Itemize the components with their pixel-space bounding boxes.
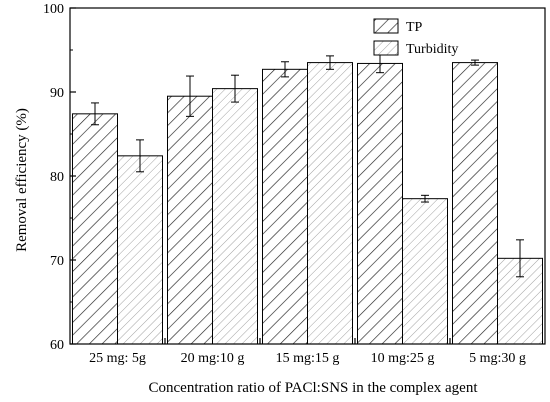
legend-label-tp: TP bbox=[406, 20, 423, 35]
bar-tp bbox=[452, 62, 498, 345]
x-tick-label: 25 mg: 5g bbox=[89, 351, 146, 366]
legend: TP Turbidity bbox=[373, 18, 458, 57]
bars-layer bbox=[72, 53, 543, 345]
legend-label-turbidity: Turbidity bbox=[406, 42, 458, 57]
axes-layer: 60 70 80 90 100 25 mg: 5g 20 mg:10 g 15 mg:15 g… bbox=[43, 2, 526, 366]
x-tick-label: 5 mg:30 g bbox=[469, 351, 526, 366]
bar-turbidity bbox=[307, 62, 353, 345]
y-tick-label: 80 bbox=[50, 170, 64, 185]
bar-tp bbox=[357, 62, 403, 345]
bar-turbidity bbox=[402, 198, 448, 345]
legend-swatch-turbidity bbox=[373, 40, 399, 56]
x-axis-label: Concentration ratio of PACl:SNS in the c… bbox=[149, 380, 479, 396]
y-tick-label: 100 bbox=[43, 2, 64, 17]
bar-turbidity bbox=[212, 88, 258, 345]
y-tick-label: 70 bbox=[50, 254, 64, 269]
y-tick-label: 90 bbox=[50, 86, 64, 101]
bar-tp bbox=[72, 113, 118, 345]
y-tick-label: 60 bbox=[50, 338, 64, 353]
y-axis-label: Removal efficiency (%) bbox=[14, 108, 30, 252]
bar-turbidity bbox=[117, 155, 163, 345]
x-tick-label: 15 mg:15 g bbox=[276, 351, 340, 366]
legend-swatch-tp bbox=[373, 18, 399, 34]
bar-tp bbox=[262, 68, 308, 345]
x-tick-label: 20 mg:10 g bbox=[181, 351, 245, 366]
x-tick-label: 10 mg:25 g bbox=[371, 351, 435, 366]
bar-tp bbox=[167, 95, 213, 345]
